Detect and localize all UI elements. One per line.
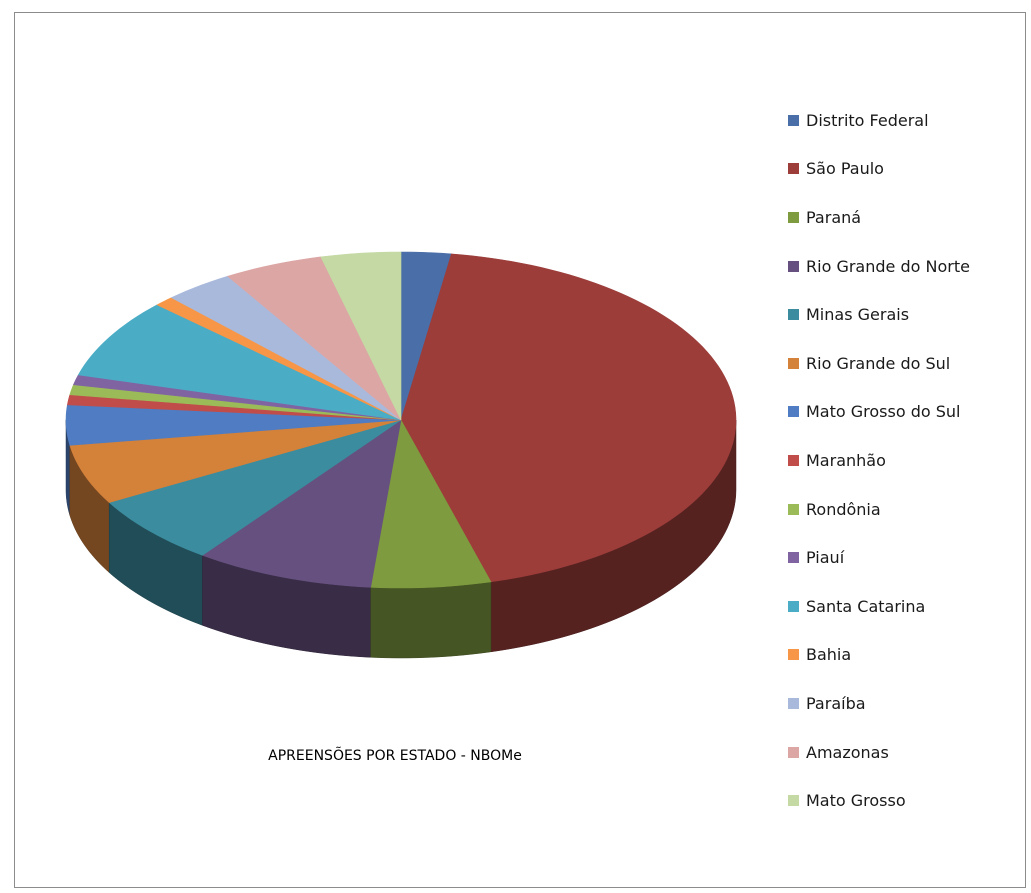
legend-item-rio-grande-do-sul[interactable]: Rio Grande do Sul bbox=[788, 339, 1028, 388]
legend-label: Mato Grosso do Sul bbox=[806, 402, 961, 422]
pie-side-2 bbox=[370, 581, 492, 659]
pie-slice-minas-gerais[interactable] bbox=[108, 419, 402, 556]
legend-item-distrito-federal[interactable]: Distrito Federal bbox=[788, 96, 1028, 145]
legend-label: Rondônia bbox=[806, 499, 881, 519]
legend-label: Piauí bbox=[806, 548, 845, 568]
legend-swatch bbox=[788, 552, 799, 564]
legend-item-santa-catarina[interactable]: Santa Catarina bbox=[788, 582, 1028, 631]
legend-swatch bbox=[788, 211, 799, 223]
legend-label: Bahia bbox=[806, 645, 852, 665]
pie-slice-amazonas[interactable] bbox=[227, 256, 402, 421]
pie-slice-santa-catarina[interactable] bbox=[77, 304, 402, 421]
pie-slice-sao-paulo[interactable] bbox=[400, 253, 737, 583]
pie-slice-mato-grosso[interactable] bbox=[320, 251, 402, 421]
legend-label: Minas Gerais bbox=[806, 305, 910, 325]
legend-swatch bbox=[788, 746, 799, 758]
legend-label: Amazonas bbox=[806, 742, 889, 762]
legend-item-rondonia[interactable]: Rondônia bbox=[788, 485, 1028, 534]
legend-label: São Paulo bbox=[806, 159, 884, 179]
pie-slice-rio-grande-do-sul[interactable] bbox=[69, 419, 402, 503]
pie-slice-parana[interactable] bbox=[370, 419, 492, 589]
legend-label: Mato Grosso bbox=[806, 791, 906, 811]
pie-top bbox=[65, 251, 737, 589]
legend-item-parana[interactable]: Paraná bbox=[788, 193, 1028, 242]
legend-item-minas-gerais[interactable]: Minas Gerais bbox=[788, 290, 1028, 339]
legend-swatch bbox=[788, 406, 799, 418]
legend-swatch bbox=[788, 503, 799, 515]
chart-title: APREENSÕES POR ESTADO - NBOMe bbox=[268, 748, 522, 764]
legend-item-mato-grosso-do-sul[interactable]: Mato Grosso do Sul bbox=[788, 388, 1028, 437]
legend-swatch bbox=[788, 260, 799, 272]
legend-item-maranhao[interactable]: Maranhão bbox=[788, 436, 1028, 485]
legend-swatch bbox=[788, 357, 799, 369]
pie-slice-paraiba[interactable] bbox=[170, 275, 402, 421]
legend-label: Santa Catarina bbox=[806, 596, 926, 616]
legend-swatch bbox=[788, 600, 799, 612]
pie-sides bbox=[65, 419, 737, 659]
legend-label: Paraíba bbox=[806, 693, 866, 713]
pie-slice-rio-grande-do-norte[interactable] bbox=[201, 419, 402, 588]
legend-label: Paraná bbox=[806, 207, 862, 227]
legend-item-sao-paulo[interactable]: São Paulo bbox=[788, 145, 1028, 194]
legend-swatch bbox=[788, 163, 799, 175]
legend-swatch bbox=[788, 114, 799, 126]
legend-label: Rio Grande do Sul bbox=[806, 353, 951, 373]
legend-label: Distrito Federal bbox=[806, 110, 929, 130]
legend: Distrito Federal São Paulo Paraná Rio Grand… bbox=[788, 96, 1028, 825]
legend-swatch bbox=[788, 454, 799, 466]
legend-item-paraiba[interactable]: Paraíba bbox=[788, 679, 1028, 728]
legend-swatch bbox=[788, 649, 799, 661]
legend-item-amazonas[interactable]: Amazonas bbox=[788, 728, 1028, 777]
legend-swatch bbox=[788, 795, 799, 807]
pie-slice-mato-grosso-do-sul[interactable] bbox=[65, 404, 402, 446]
legend-item-bahia[interactable]: Bahia bbox=[788, 631, 1028, 680]
legend-item-piaui[interactable]: Piauí bbox=[788, 533, 1028, 582]
legend-swatch bbox=[788, 309, 799, 321]
legend-swatch bbox=[788, 697, 799, 709]
legend-label: Rio Grande do Norte bbox=[806, 256, 970, 276]
legend-label: Maranhão bbox=[806, 450, 886, 470]
legend-item-rio-grande-do-norte[interactable]: Rio Grande do Norte bbox=[788, 242, 1028, 291]
legend-item-mato-grosso[interactable]: Mato Grosso bbox=[788, 776, 1028, 825]
